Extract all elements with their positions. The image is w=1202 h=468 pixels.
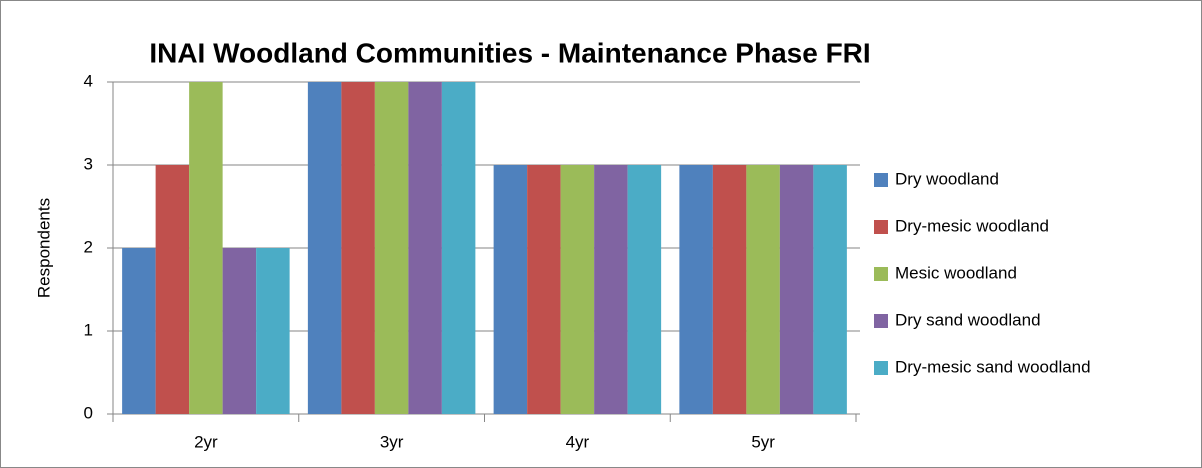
- y-tick-label: 1: [84, 320, 93, 339]
- y-tick-label: 3: [84, 154, 93, 173]
- legend-swatch: [874, 173, 888, 187]
- bar: [341, 82, 375, 414]
- bar: [256, 248, 290, 414]
- bar: [307, 82, 342, 414]
- bar: [493, 165, 528, 414]
- bar: [527, 165, 561, 414]
- legend-label: Dry woodland: [895, 169, 999, 188]
- y-tick-label: 2: [84, 237, 93, 256]
- legend-swatch: [874, 361, 888, 375]
- legend-label: Mesic woodland: [895, 263, 1017, 282]
- bar: [679, 165, 713, 414]
- bar: [222, 248, 257, 414]
- y-tick-label: 0: [84, 403, 93, 422]
- chart-title: INAI Woodland Communities - Maintenance …: [149, 37, 870, 68]
- legend-label: Dry sand woodland: [895, 310, 1041, 329]
- legend-swatch: [874, 220, 888, 234]
- bar: [779, 165, 814, 414]
- bar: [441, 82, 476, 414]
- bar: [627, 165, 662, 414]
- legend-label: Dry-mesic sand woodland: [895, 357, 1091, 376]
- bar: [374, 82, 409, 414]
- bar: [560, 165, 595, 414]
- y-axis-label: Respondents: [34, 198, 53, 298]
- bar: [594, 165, 628, 414]
- y-tick-label: 4: [84, 71, 93, 90]
- bar: [189, 82, 223, 414]
- x-tick-label: 2yr: [194, 432, 218, 451]
- legend-swatch: [874, 314, 888, 328]
- bar: [155, 165, 190, 414]
- x-tick-label: 5yr: [751, 432, 775, 451]
- x-tick-label: 3yr: [380, 432, 404, 451]
- legend-swatch: [874, 267, 888, 281]
- bar: [122, 248, 156, 414]
- bar: [813, 165, 847, 414]
- bar: [408, 82, 442, 414]
- bar: [712, 165, 747, 414]
- legend-label: Dry-mesic woodland: [895, 216, 1049, 235]
- x-tick-label: 4yr: [566, 432, 590, 451]
- bar: [746, 165, 780, 414]
